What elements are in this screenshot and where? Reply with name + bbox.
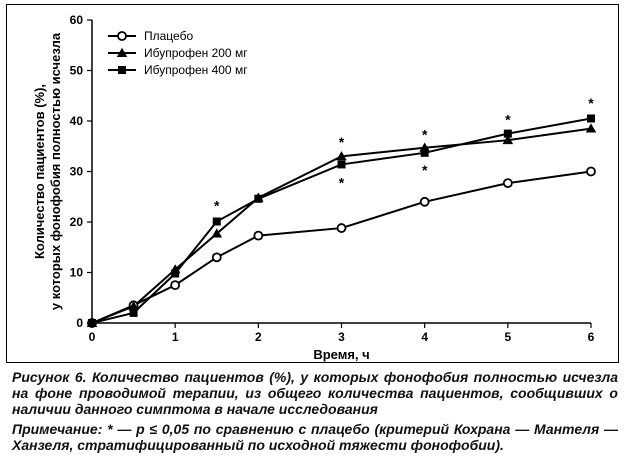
series-0-point [253,230,264,241]
series-0-point [211,252,222,263]
series-2-point [88,319,96,327]
significance-marks: * * * * * * * [214,95,594,214]
significance-star: * [422,127,428,143]
legend-marker [116,47,128,57]
series-2-point [503,129,512,138]
x-tick-label: 3 [338,330,345,344]
x-tick-label: 0 [89,330,96,344]
series-1-point [128,301,139,311]
x-tick-label: 5 [504,330,511,344]
y-tick-label: 50 [70,64,84,78]
series-0-point [419,196,430,207]
x-tick-label: 4 [421,330,428,344]
y-tick-label: 20 [70,215,84,229]
series-2-point [587,114,595,123]
series-2-point [254,194,263,203]
legend-entry: Ибупрофен 400 мг [144,63,248,77]
legend-entry: Ибупрофен 200 мг [144,46,248,60]
legend-marker [118,66,126,74]
series-0-point [336,223,347,233]
x-axis-title: Время, ч [313,347,369,362]
series-2-point [420,148,429,157]
series-2-point [171,269,180,278]
series-line-0 [91,170,592,324]
legend-marker [117,31,127,41]
legend-entry: Плацебо [144,29,193,43]
y-tick-label: 10 [70,266,84,280]
line-chart: 0 10 20 30 40 50 60 0 1 2 3 4 5 6 Время, ч Количество п… [32,13,597,362]
series-0-point [170,280,181,291]
chart-axes: 0 10 20 30 40 50 60 0 1 2 3 4 5 6 Время, ч Количество п… [32,13,595,362]
significance-star: * [214,197,220,213]
series-2-point [212,217,221,226]
chart-legend: Плацебо Ибупрофен 200 мг Ибупрофен 400 мг [108,29,248,77]
figure-caption: Рисунок 6. Количество пациентов (%), у к… [12,369,618,417]
x-tick-label: 1 [172,330,179,344]
y-axis-title-line-2: у которых фонофобия полностью исчезла [48,32,63,310]
y-tick-label: 40 [70,114,84,128]
x-tick-label: 2 [255,330,262,344]
series-1-point [502,134,514,145]
significance-star: * [339,134,345,150]
series-0-point [502,178,513,189]
series-markers [86,114,597,328]
x-tick-label: 6 [588,330,595,344]
figure-frame [6,4,619,363]
series-2-point [337,160,346,169]
y-tick-label: 0 [76,316,83,330]
y-axis-title-line-1: Количество пациентов (%), [32,84,47,259]
series-0-point [586,166,596,177]
y-tick-label: 60 [70,13,84,27]
series-1-point [211,228,222,238]
series-1-point [336,151,347,161]
significance-star: * [588,95,594,111]
figure-note: Примечание: * — p ≤ 0,05 по сравнению с … [12,421,618,453]
y-tick-label: 30 [70,165,84,179]
significance-star: * [422,162,428,178]
series-1-point [585,123,597,133]
significance-star: * [339,175,345,191]
series-2-point [129,308,138,317]
significance-star: * [505,111,511,127]
